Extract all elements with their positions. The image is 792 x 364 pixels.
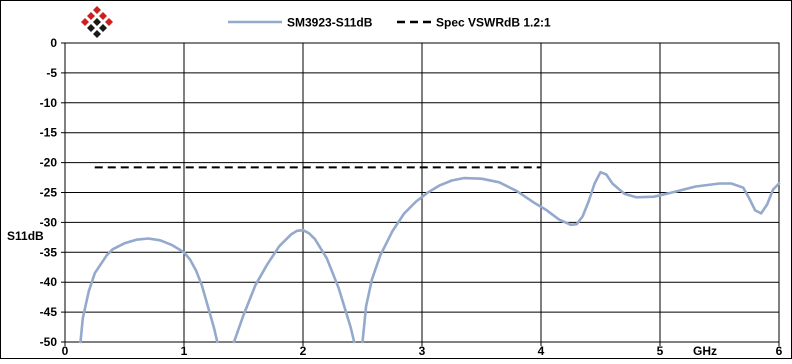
logo-cell [99, 12, 107, 20]
y-axis-label: S11dB [7, 229, 44, 243]
series [79, 166, 781, 344]
y-tick-label: -30 [40, 215, 58, 229]
logo-cell [105, 18, 113, 26]
x-axis-label: GHz [693, 344, 717, 358]
logo-cell [87, 24, 95, 32]
y-tick-label: -45 [40, 305, 58, 319]
x-tick-label: 5 [657, 344, 664, 358]
series-line-s11 [79, 237, 219, 344]
axis-ticks: 0 1 2 3 4 5 6 0 -5 -10 -15 -20 -25 -30 -35 -40 -45 -50 [40, 36, 783, 358]
logo-cell [87, 12, 95, 20]
x-tick-label: 3 [419, 344, 426, 358]
x-tick-label: 4 [538, 344, 545, 358]
y-tick-label: -15 [40, 126, 58, 140]
logo-cell [99, 24, 107, 32]
y-tick-label: -20 [40, 156, 58, 170]
logo-cell [93, 18, 101, 26]
y-tick-label: -50 [40, 335, 58, 349]
diamond-grid-logo-icon [81, 6, 113, 38]
grid [65, 43, 779, 342]
legend: SM3923-S11dB Spec VSWRdB 1.2:1 [228, 16, 551, 30]
y-tick-label: -35 [40, 245, 58, 259]
series-line-s11 [361, 170, 781, 344]
x-tick-label: 0 [62, 344, 69, 358]
logo-cell [93, 6, 101, 14]
x-tick-label: 6 [776, 344, 783, 358]
x-tick-label: 2 [300, 344, 307, 358]
x-tick-label: 1 [181, 344, 188, 358]
logo-cell [93, 30, 101, 38]
series-line-s11 [232, 228, 356, 344]
y-tick-label: 0 [50, 36, 57, 50]
y-tick-label: -25 [40, 186, 58, 200]
legend-label-s11: SM3923-S11dB [287, 16, 373, 30]
logo-cell [81, 18, 89, 26]
y-tick-label: -5 [46, 66, 57, 80]
legend-label-spec: Spec VSWRdB 1.2:1 [436, 16, 551, 30]
y-tick-label: -10 [40, 96, 58, 110]
y-tick-label: -40 [40, 275, 58, 289]
